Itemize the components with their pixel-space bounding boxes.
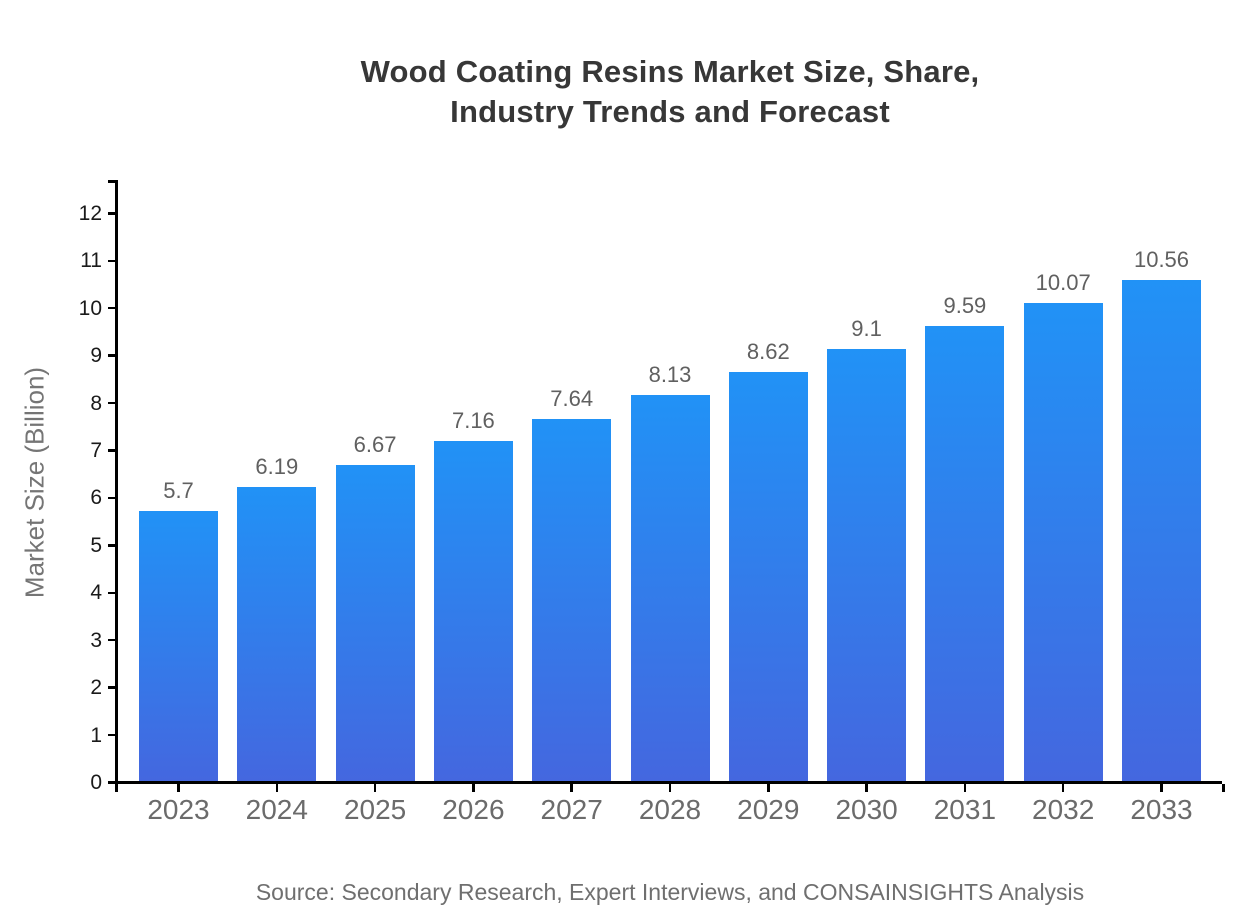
source-note: Source: Secondary Research, Expert Inter…: [255, 879, 1085, 905]
x-tick-2031: [963, 784, 967, 792]
x-tick-2027: [570, 784, 573, 792]
y-tick: [108, 212, 115, 215]
bar-value-label-2027: 7.64: [550, 385, 594, 411]
x-tick-label-2023: 2023: [147, 794, 210, 825]
x-tick-2033: [1160, 784, 1163, 792]
bar-value-label-2032: 10.07: [1035, 270, 1091, 296]
y-tick: [108, 638, 115, 642]
bar-2029: [728, 372, 808, 781]
bar-value-label-2023: 5.7: [163, 477, 194, 503]
bar-2027: [532, 418, 612, 781]
bar-value-label-2033: 10.56: [1133, 247, 1190, 273]
x-axis-line: [115, 781, 1222, 784]
x-tick-2026: [472, 784, 475, 792]
x-tick-label-2026: 2026: [442, 794, 505, 825]
bar-2032: [1023, 303, 1103, 781]
y-tick: [108, 591, 115, 595]
y-axis-line: [115, 180, 118, 784]
y-axis-outer-tick: [108, 180, 115, 183]
y-tick-label: 5: [90, 533, 102, 557]
y-tick-label: 9: [90, 344, 102, 368]
x-axis-outer-tick: [115, 784, 118, 792]
x-tick-label-2024: 2024: [245, 794, 308, 825]
x-axis-outer-tick: [1222, 784, 1225, 792]
bar-2030: [827, 349, 907, 781]
y-tick-label: 4: [90, 581, 102, 605]
x-tick-label-2030: 2030: [835, 794, 898, 825]
y-tick: [108, 259, 115, 263]
x-tick-2025: [373, 784, 377, 792]
x-tick-2028: [668, 784, 672, 792]
bar-value-label-2025: 6.67: [353, 431, 397, 457]
x-tick-label-2033: 2033: [1130, 794, 1193, 825]
x-tick-label-2029: 2029: [737, 794, 800, 825]
y-tick: [108, 544, 115, 547]
bar-2028: [630, 395, 710, 781]
bar-2024: [237, 487, 317, 781]
y-tick-label: 10: [78, 296, 102, 320]
x-tick-2024: [275, 784, 279, 792]
bar-2026: [433, 441, 513, 781]
bar-2025: [335, 464, 415, 781]
bar-value-label-2031: 9.59: [943, 293, 987, 319]
x-tick-label-2025: 2025: [343, 794, 407, 825]
y-tick-label: 11: [80, 249, 102, 273]
x-tick-2032: [1061, 784, 1065, 792]
y-tick: [108, 449, 115, 452]
y-axis-title: Market Size (Billion): [19, 366, 50, 599]
bar-value-label-2024: 6.19: [255, 454, 299, 480]
x-tick-label-2031: 2031: [933, 794, 997, 825]
y-tick: [108, 686, 115, 689]
y-tick-label: 1: [90, 723, 102, 747]
y-tick: [108, 496, 115, 500]
bar-value-label-2026: 7.16: [451, 408, 495, 434]
y-tick-label: 3: [90, 628, 102, 652]
x-tick-2030: [865, 784, 868, 792]
x-tick-label-2032: 2032: [1032, 794, 1095, 825]
y-tick: [108, 781, 115, 784]
y-tick: [108, 401, 115, 405]
x-tick-2023: [177, 784, 180, 792]
y-tick-label: 0: [90, 771, 102, 794]
chart-title-line2: Industry Trends and Forecast: [450, 94, 890, 129]
bar-2033: [1122, 280, 1201, 781]
y-tick-label: 12: [78, 201, 102, 225]
y-tick-label: 6: [90, 486, 102, 510]
y-tick: [108, 306, 115, 310]
x-tick-label-2027: 2027: [540, 794, 603, 825]
chart-title: Wood Coating Resins Market Size, Share, …: [118, 52, 1222, 132]
bar-value-label-2028: 8.13: [648, 362, 692, 388]
y-tick-label: 7: [90, 439, 102, 462]
y-tick: [108, 354, 115, 357]
bar-value-label-2030: 9.1: [851, 316, 882, 342]
chart-title-line1: Wood Coating Resins Market Size, Share,: [360, 54, 980, 89]
bar-2031: [925, 326, 1005, 781]
y-tick-label: 8: [90, 391, 102, 415]
x-tick-label-2028: 2028: [638, 794, 702, 825]
y-tick: [108, 733, 115, 737]
bar-value-label-2029: 8.62: [746, 339, 790, 365]
x-tick-2029: [767, 784, 770, 792]
y-tick-label: 2: [90, 676, 102, 700]
bar-2023: [139, 510, 218, 781]
